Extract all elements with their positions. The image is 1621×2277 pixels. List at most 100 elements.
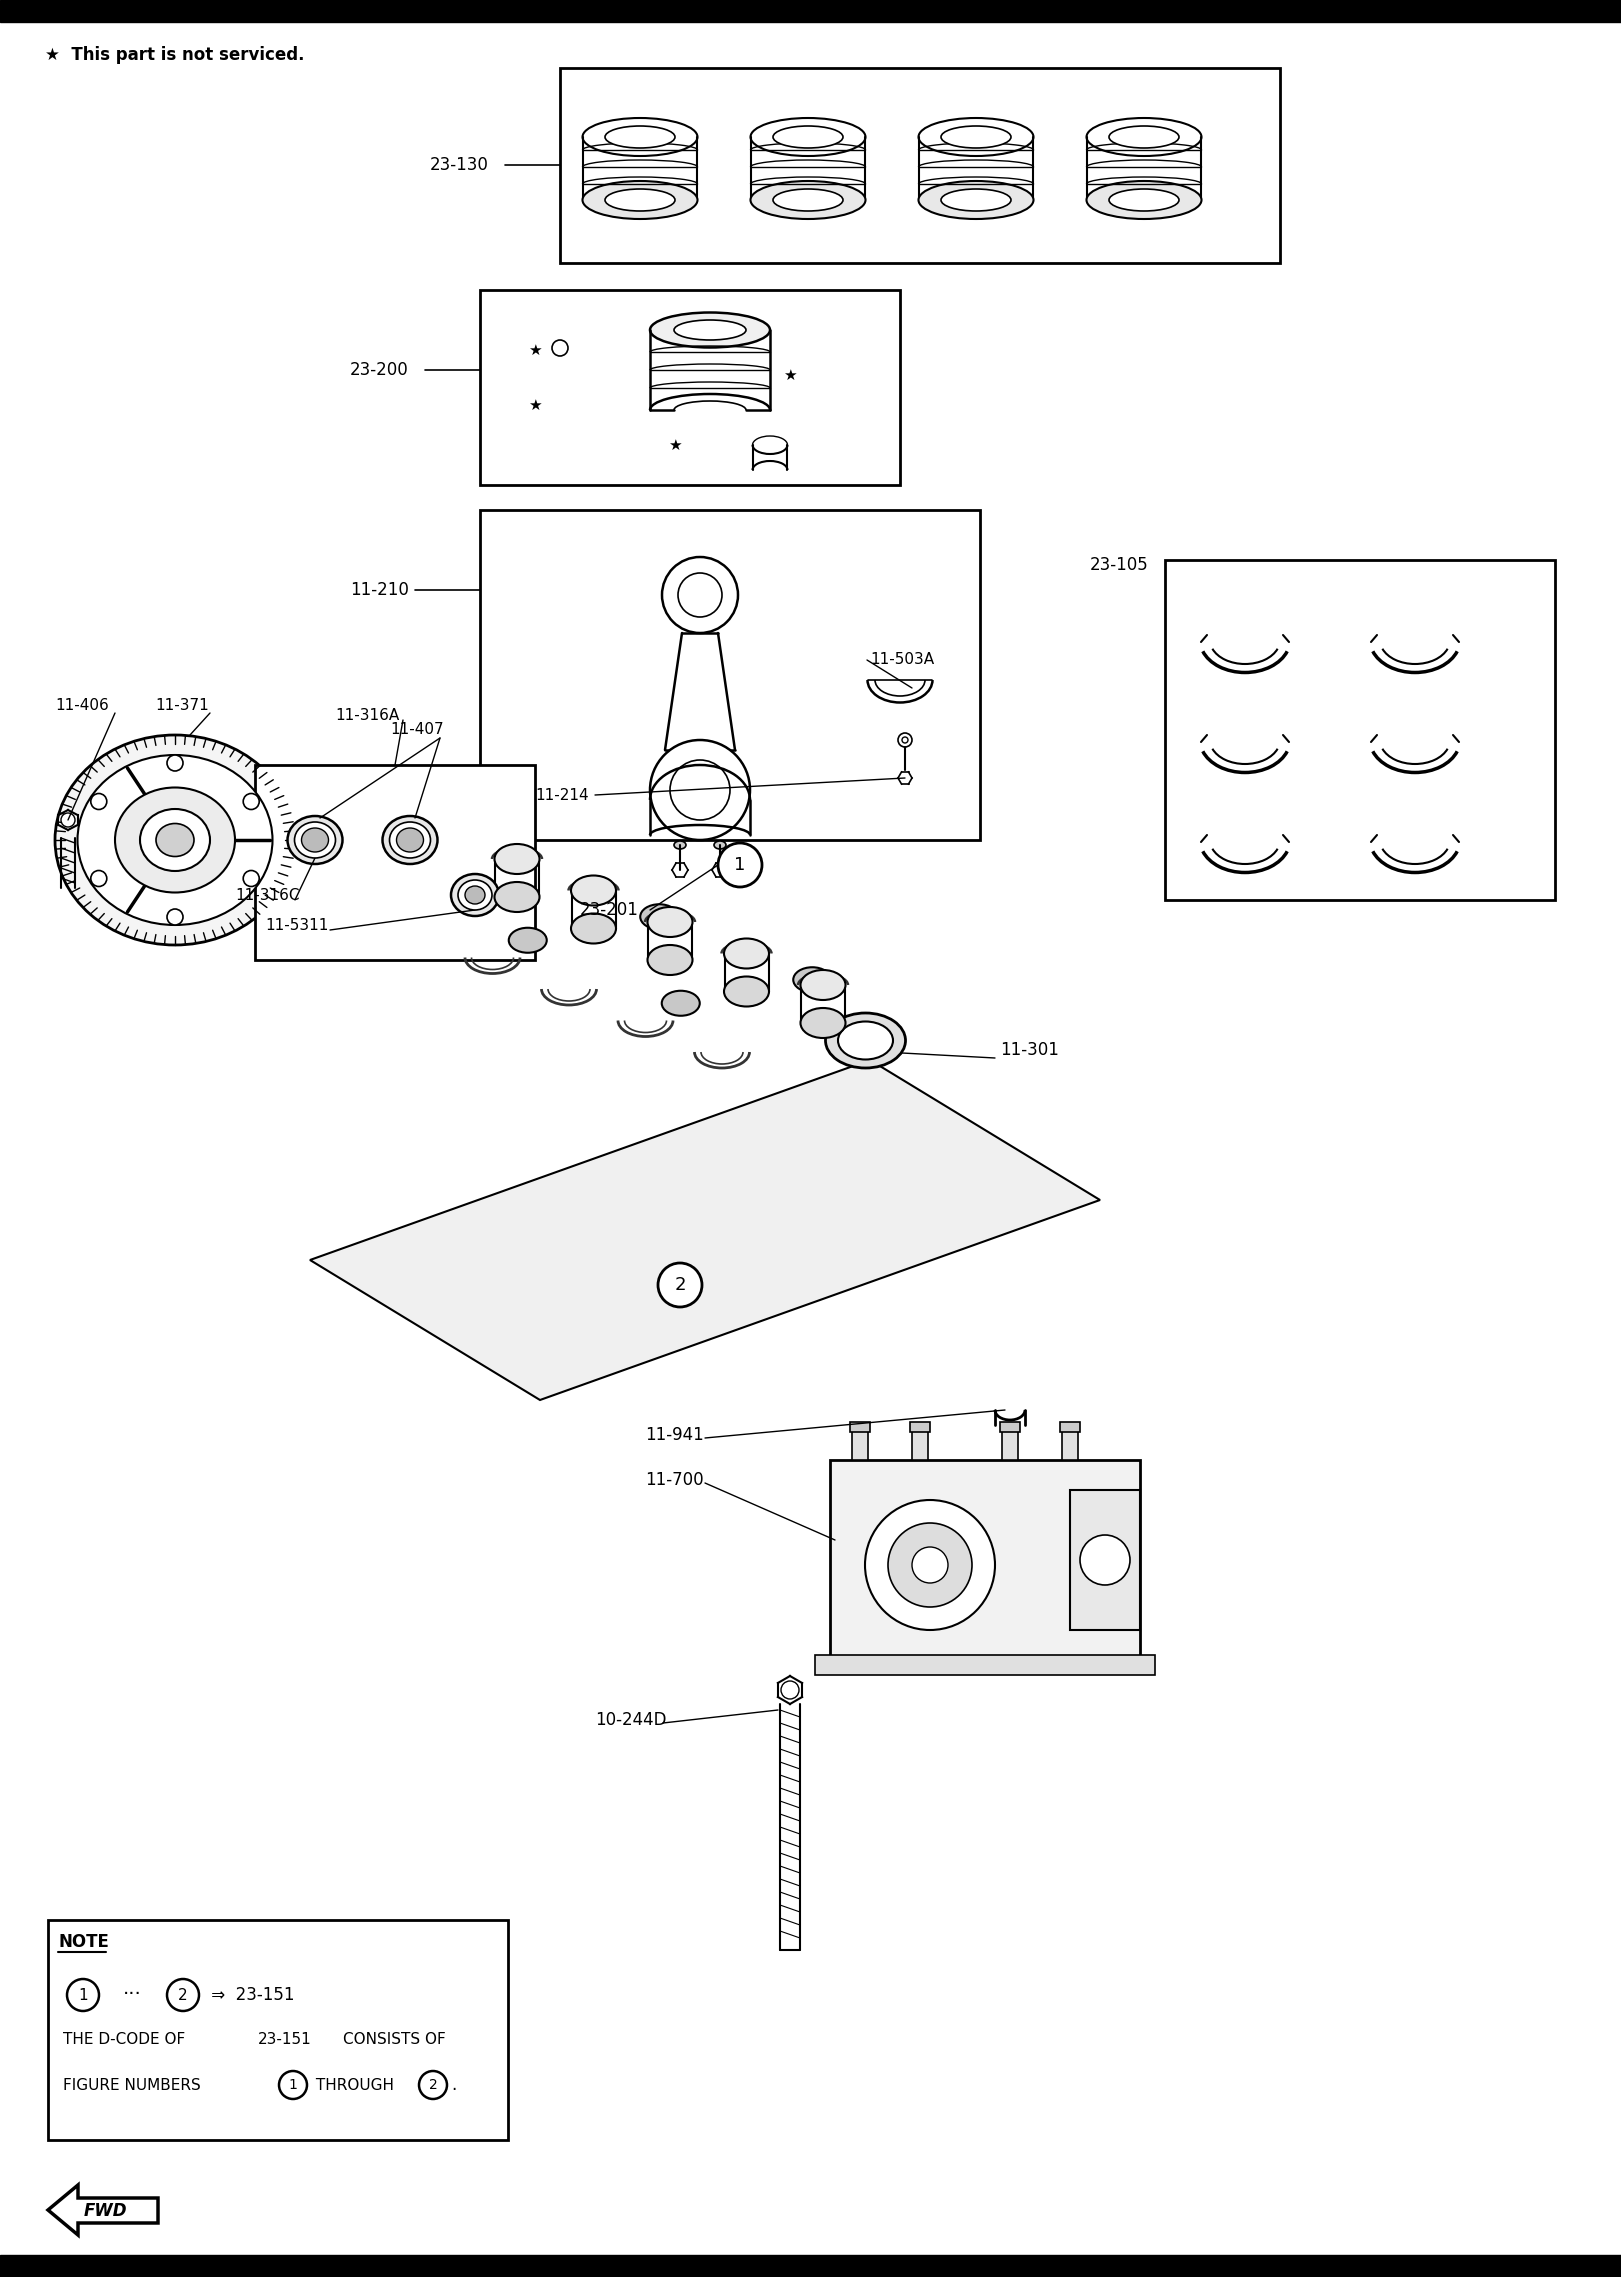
Ellipse shape xyxy=(942,189,1012,212)
Ellipse shape xyxy=(451,874,499,915)
Ellipse shape xyxy=(494,845,540,874)
Circle shape xyxy=(913,1546,948,1583)
Circle shape xyxy=(243,870,259,886)
Ellipse shape xyxy=(919,118,1034,157)
Text: 2: 2 xyxy=(178,1988,188,2001)
Ellipse shape xyxy=(674,840,686,849)
Circle shape xyxy=(1080,1535,1130,1585)
Circle shape xyxy=(167,909,183,924)
Bar xyxy=(480,510,981,840)
Text: 23-105: 23-105 xyxy=(1089,556,1149,574)
Ellipse shape xyxy=(139,808,211,872)
Text: THE D-CODE OF: THE D-CODE OF xyxy=(63,2033,185,2047)
Text: 11-5311: 11-5311 xyxy=(264,918,329,934)
Bar xyxy=(1060,1423,1080,1432)
Ellipse shape xyxy=(156,824,195,856)
Circle shape xyxy=(669,761,729,820)
Circle shape xyxy=(898,733,913,747)
Circle shape xyxy=(62,813,75,827)
Circle shape xyxy=(91,792,107,811)
Ellipse shape xyxy=(647,945,692,975)
Bar xyxy=(849,1423,870,1432)
Ellipse shape xyxy=(725,977,768,1006)
Circle shape xyxy=(883,1036,892,1045)
Circle shape xyxy=(658,1264,702,1307)
Text: 11-316C: 11-316C xyxy=(235,888,300,902)
Ellipse shape xyxy=(1086,180,1201,219)
Circle shape xyxy=(718,842,762,888)
Ellipse shape xyxy=(571,874,616,906)
Bar xyxy=(480,289,900,485)
Bar xyxy=(815,1655,1156,1676)
Circle shape xyxy=(781,1680,799,1699)
Bar xyxy=(1165,560,1555,899)
Bar xyxy=(49,1920,507,2140)
Circle shape xyxy=(851,1022,859,1031)
Ellipse shape xyxy=(751,180,866,219)
Ellipse shape xyxy=(793,968,832,993)
Bar xyxy=(0,2254,1621,2277)
Circle shape xyxy=(91,870,107,886)
Text: FIGURE NUMBERS: FIGURE NUMBERS xyxy=(63,2077,201,2093)
Text: 23-201: 23-201 xyxy=(580,902,639,920)
Text: 11-503A: 11-503A xyxy=(870,653,934,667)
Ellipse shape xyxy=(801,1009,846,1038)
Bar xyxy=(853,1430,867,1460)
Text: ★: ★ xyxy=(783,367,798,383)
Text: 2: 2 xyxy=(674,1275,686,1293)
Ellipse shape xyxy=(674,321,746,339)
Ellipse shape xyxy=(647,906,692,938)
Bar xyxy=(909,1423,930,1432)
Text: .: . xyxy=(451,2077,456,2095)
Ellipse shape xyxy=(1109,125,1178,148)
Ellipse shape xyxy=(295,822,336,858)
Ellipse shape xyxy=(942,125,1012,148)
Text: ★: ★ xyxy=(528,398,541,412)
Circle shape xyxy=(851,1050,859,1057)
Ellipse shape xyxy=(459,879,493,911)
Ellipse shape xyxy=(55,735,295,945)
Text: 11-301: 11-301 xyxy=(1000,1041,1059,1059)
Bar xyxy=(1002,1430,1018,1460)
Text: 11-371: 11-371 xyxy=(156,697,209,713)
Text: 1: 1 xyxy=(289,2079,297,2093)
Text: 11-214: 11-214 xyxy=(535,788,588,802)
Text: 1: 1 xyxy=(78,1988,88,2001)
Circle shape xyxy=(279,2072,306,2099)
Text: ★  This part is not serviced.: ★ This part is not serviced. xyxy=(45,46,305,64)
Ellipse shape xyxy=(773,125,843,148)
Ellipse shape xyxy=(582,180,697,219)
Text: ★: ★ xyxy=(668,437,682,453)
Ellipse shape xyxy=(713,840,726,849)
Ellipse shape xyxy=(1086,118,1201,157)
Ellipse shape xyxy=(78,756,272,924)
Circle shape xyxy=(167,1979,199,2011)
Circle shape xyxy=(661,558,738,633)
Bar xyxy=(913,1430,927,1460)
Ellipse shape xyxy=(919,180,1034,219)
Text: CONSISTS OF: CONSISTS OF xyxy=(344,2033,446,2047)
Text: ★: ★ xyxy=(528,342,541,357)
Circle shape xyxy=(650,740,751,840)
Ellipse shape xyxy=(1109,189,1178,212)
Ellipse shape xyxy=(838,1022,893,1059)
Ellipse shape xyxy=(115,788,235,893)
Ellipse shape xyxy=(661,990,700,1016)
Text: FWD: FWD xyxy=(84,2202,128,2220)
Bar xyxy=(559,68,1281,264)
Text: 11-210: 11-210 xyxy=(350,581,408,599)
Circle shape xyxy=(678,574,721,617)
Ellipse shape xyxy=(465,886,485,904)
Bar xyxy=(830,1460,1140,1660)
Ellipse shape xyxy=(605,189,674,212)
Text: 23-151: 23-151 xyxy=(258,2033,311,2047)
Text: ⇒  23-151: ⇒ 23-151 xyxy=(206,1986,295,2004)
Circle shape xyxy=(872,1050,880,1057)
Ellipse shape xyxy=(650,312,770,348)
Ellipse shape xyxy=(725,938,768,968)
Circle shape xyxy=(866,1501,995,1630)
Polygon shape xyxy=(310,1061,1101,1400)
Ellipse shape xyxy=(389,822,431,858)
Circle shape xyxy=(888,1523,973,1608)
Ellipse shape xyxy=(383,815,438,863)
